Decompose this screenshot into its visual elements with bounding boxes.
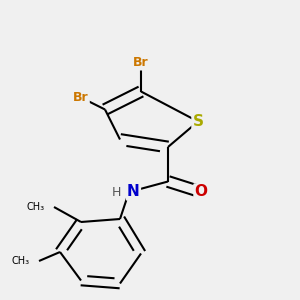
Text: CH₃: CH₃ (27, 202, 45, 212)
Text: O: O (194, 184, 208, 200)
Text: N: N (127, 184, 140, 200)
Text: H: H (112, 185, 121, 199)
Text: CH₃: CH₃ (12, 256, 30, 266)
Text: Br: Br (133, 56, 149, 70)
Text: S: S (193, 114, 203, 129)
Text: Br: Br (73, 91, 89, 104)
